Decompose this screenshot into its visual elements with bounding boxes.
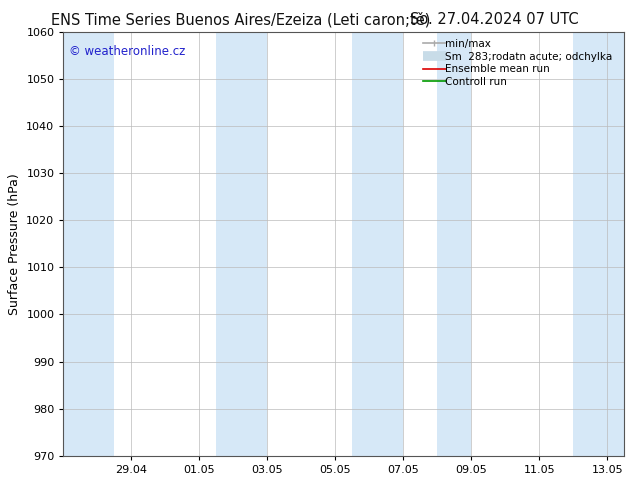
Text: © weatheronline.cz: © weatheronline.cz [69,45,185,57]
Bar [63,32,114,456]
Text: ENS Time Series Buenos Aires/Ezeiza (Leti caron;tě): ENS Time Series Buenos Aires/Ezeiza (Let… [51,12,430,28]
Legend: min/max, Sm  283;rodatn acute; odchylka, Ensemble mean run, Controll run: min/max, Sm 283;rodatn acute; odchylka, … [418,35,621,91]
Bar [574,32,624,456]
Y-axis label: Surface Pressure (hPa): Surface Pressure (hPa) [8,173,21,315]
Text: So. 27.04.2024 07 UTC: So. 27.04.2024 07 UTC [410,12,579,27]
Bar [353,32,403,456]
Bar [437,32,472,456]
Bar [216,32,268,456]
